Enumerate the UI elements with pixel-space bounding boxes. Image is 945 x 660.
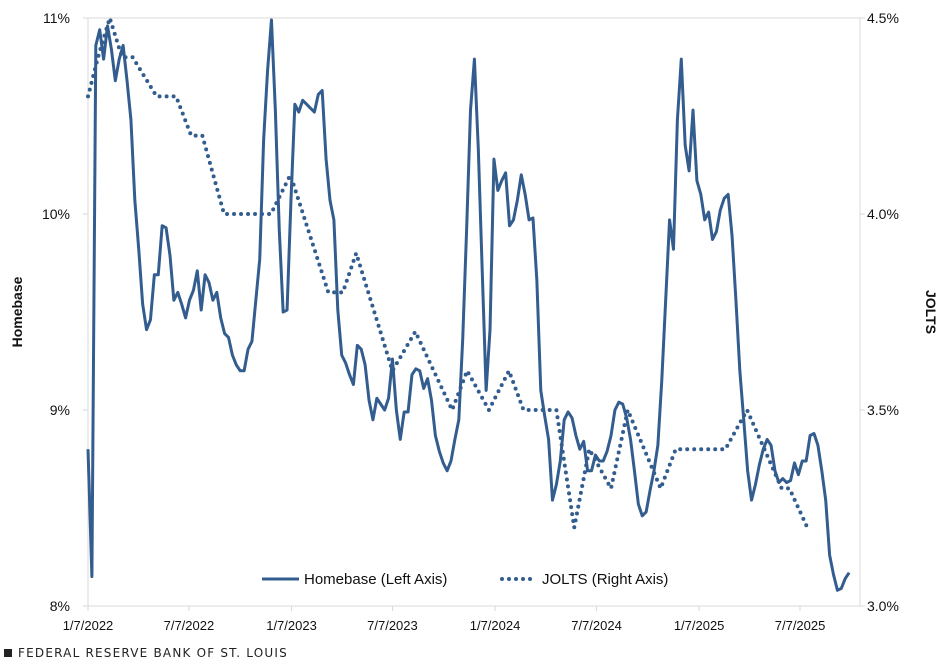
x-axis-tick-label: 1/7/2022 <box>63 618 114 633</box>
footer-credit: FEDERAL RESERVE BANK OF ST. LOUIS <box>4 646 288 660</box>
x-axis-tick-label: 1/7/2025 <box>674 618 725 633</box>
left-axis-tick-label: 11% <box>43 10 70 26</box>
x-axis-tick-label: 1/7/2023 <box>266 618 317 633</box>
line-chart: 8% 9% 10% 11% 3.0% 3.5% 4.0% 4.5% 1/7/2022 7/7/20… <box>9 10 939 633</box>
homebase-line <box>86 18 851 592</box>
left-axis-tick-label: 8% <box>50 598 70 614</box>
x-axis-tick-label: 7/7/2023 <box>367 618 418 633</box>
legend: Homebase (Left Axis) JOLTS (Right Axis) <box>262 571 668 588</box>
legend-jolts-label: JOLTS (Right Axis) <box>542 571 668 588</box>
left-axis-tick-label: 10% <box>42 206 70 222</box>
x-axis-tick-label: 7/7/2025 <box>775 618 826 633</box>
series-lines <box>86 11 851 592</box>
legend-homebase-label: Homebase (Left Axis) <box>304 571 447 588</box>
right-axis-tick-label: 3.5% <box>867 402 899 418</box>
axes: 8% 9% 10% 11% 3.0% 3.5% 4.0% 4.5% 1/7/2022 7/7/20… <box>42 10 899 633</box>
x-axis-tick-label: 7/7/2024 <box>571 618 622 633</box>
x-axis-tick-label: 7/7/2022 <box>164 618 215 633</box>
right-axis-title: JOLTS <box>923 290 939 334</box>
right-axis-tick-label: 4.5% <box>867 10 899 26</box>
left-axis-tick-label: 9% <box>50 402 70 418</box>
footer-text: FEDERAL RESERVE BANK OF ST. LOUIS <box>18 646 288 660</box>
footer-square-icon <box>4 649 12 657</box>
jolts-line <box>86 11 810 530</box>
right-axis-tick-label: 4.0% <box>867 206 899 222</box>
left-axis-title: Homebase <box>9 276 25 347</box>
x-axis-tick-label: 1/7/2024 <box>470 618 521 633</box>
right-axis-tick-label: 3.0% <box>867 598 899 614</box>
